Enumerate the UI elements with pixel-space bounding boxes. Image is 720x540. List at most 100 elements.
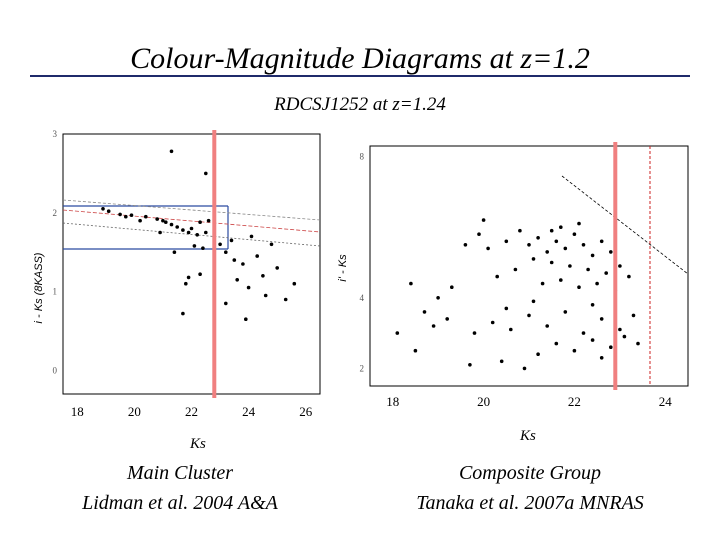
- data-point: [536, 352, 540, 356]
- caption-left-line1: Main Cluster: [126, 462, 234, 484]
- data-point: [101, 207, 105, 211]
- data-point: [472, 331, 477, 335]
- y-tick-label: 2: [360, 363, 365, 373]
- x-tick-label: 22: [568, 394, 581, 409]
- data-point: [618, 327, 622, 332]
- data-point: [244, 317, 248, 321]
- data-point: [499, 359, 504, 364]
- data-point: [495, 274, 499, 279]
- caption-right-line1: Composite Group: [458, 462, 602, 484]
- data-point: [477, 232, 481, 236]
- slide-title: Colour-Magnitude Diagrams at z=1.2: [130, 42, 590, 75]
- data-point: [224, 301, 228, 306]
- data-point: [590, 253, 595, 258]
- data-point: [590, 303, 595, 307]
- data-point: [129, 213, 134, 217]
- caption-left: Main Cluster Lidman et al. 2004 A&A: [40, 458, 320, 518]
- caption-left-line2: Lidman et al. 2004 A&A: [82, 492, 278, 514]
- data-point: [124, 214, 128, 219]
- x-axis-label-right: Ks: [520, 428, 536, 444]
- data-point: [609, 250, 613, 254]
- data-point: [636, 341, 640, 346]
- x-axis-label-left: Ks: [190, 436, 206, 452]
- data-point: [563, 310, 568, 314]
- data-point: [255, 254, 259, 258]
- data-point: [186, 230, 191, 235]
- data-point: [261, 274, 265, 278]
- data-point: [577, 285, 581, 289]
- data-point: [155, 217, 159, 221]
- y-tick-label: 3: [53, 129, 58, 139]
- data-point: [450, 285, 454, 289]
- data-point: [486, 246, 490, 251]
- x-tick-label: 20: [477, 394, 490, 409]
- data-point: [586, 267, 590, 272]
- data-point: [527, 243, 531, 247]
- data-point: [572, 348, 577, 353]
- y-tick-label: 4: [360, 293, 365, 303]
- data-point: [622, 334, 627, 339]
- data-point: [189, 226, 194, 231]
- y-axis-label: i' - Ks: [337, 254, 349, 282]
- data-point: [413, 348, 418, 353]
- data-point: [195, 233, 199, 237]
- data-point: [431, 324, 436, 328]
- data-point: [531, 299, 536, 304]
- data-point: [169, 222, 174, 227]
- x-tick-label: 18: [386, 394, 399, 409]
- data-point: [184, 281, 188, 286]
- y-tick-label: 0: [53, 365, 58, 375]
- data-point: [118, 212, 122, 217]
- data-point: [504, 306, 509, 311]
- data-point: [545, 250, 549, 254]
- data-point: [631, 313, 636, 318]
- caption-right-line2: Tanaka et al. 2007a MNRAS: [416, 492, 644, 514]
- data-point: [229, 238, 234, 243]
- data-point: [522, 366, 527, 371]
- data-point: [599, 317, 604, 321]
- data-point: [527, 313, 531, 318]
- data-point: [158, 230, 162, 235]
- fit-line-3: [62, 222, 321, 247]
- y-axis-label: i - Ks (8KASS): [33, 252, 45, 323]
- data-point: [590, 338, 595, 342]
- data-point: [549, 228, 554, 233]
- data-point: [436, 296, 440, 300]
- data-point: [481, 218, 486, 222]
- data-point: [275, 266, 279, 270]
- x-tick-label: 18: [71, 404, 84, 419]
- data-point: [618, 264, 622, 268]
- data-point: [468, 363, 472, 367]
- data-point: [206, 218, 211, 223]
- data-point: [283, 297, 288, 302]
- data-point: [540, 281, 545, 286]
- data-point: [186, 275, 191, 280]
- data-point: [581, 331, 586, 335]
- data-point: [181, 228, 185, 232]
- fit-line-2: [62, 209, 321, 233]
- data-point: [554, 239, 559, 244]
- data-point: [218, 242, 222, 247]
- fit-line-1: [62, 199, 321, 221]
- data-point: [164, 220, 168, 224]
- data-point: [198, 220, 202, 224]
- data-point: [169, 149, 174, 154]
- data-point: [106, 209, 111, 213]
- data-point: [204, 171, 208, 176]
- data-point: [192, 244, 197, 248]
- data-point: [559, 278, 563, 282]
- data-point: [263, 293, 268, 298]
- y-tick-label: 8: [360, 152, 365, 162]
- x-tick-label: 26: [299, 404, 313, 419]
- data-point: [224, 250, 228, 254]
- data-point: [172, 250, 177, 254]
- data-point: [249, 234, 254, 239]
- data-point: [269, 242, 274, 247]
- slide-subtitle: RDCSJ1252 at z=1.24: [274, 94, 446, 115]
- data-point: [609, 345, 613, 349]
- data-point: [198, 272, 202, 276]
- data-point: [246, 285, 251, 290]
- x-tick-label: 24: [242, 404, 256, 419]
- data-point: [445, 317, 449, 321]
- data-point: [463, 243, 468, 247]
